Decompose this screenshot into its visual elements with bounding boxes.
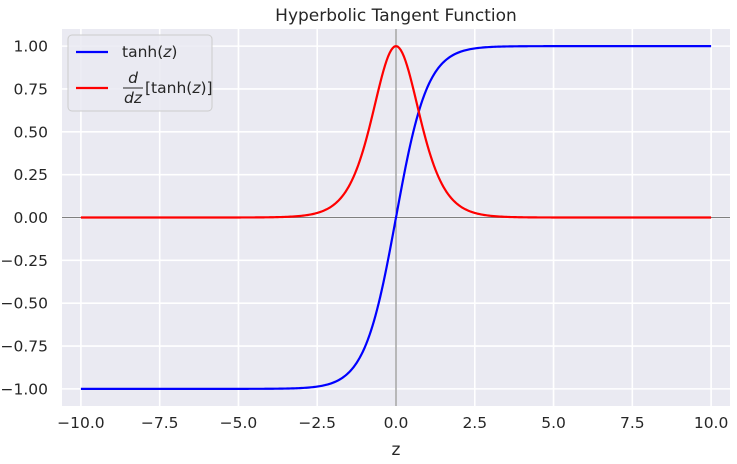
legend-frame (67, 34, 213, 112)
x-tick-label: 0.0 (384, 414, 409, 432)
x-axis-label: z (392, 440, 401, 460)
series-line-0 (80, 45, 712, 390)
x-tick-label: −7.5 (141, 414, 179, 432)
series-line-1 (80, 45, 712, 219)
y-tick-label: −1.00 (1, 380, 49, 398)
legend-label-0: tanh(z) (122, 43, 177, 61)
y-tick-label: −0.50 (1, 295, 49, 313)
legend-frac-num: d (128, 69, 138, 87)
series-lines (80, 45, 712, 390)
x-tick-label: −10.0 (57, 414, 105, 432)
legend-frac-den: dz (124, 89, 143, 107)
x-tick-label: 5.0 (541, 414, 566, 432)
x-tick-label: 7.5 (620, 414, 645, 432)
x-tick-labels: −10.0 −7.5 −5.0 −2.5 0.0 2.5 5.0 7.5 10.0 (57, 414, 728, 432)
y-tick-label: 0.75 (13, 80, 48, 98)
y-tick-label: 0.25 (13, 166, 48, 184)
legend: tanh(z) d dz[tanh(z)] (67, 34, 213, 112)
y-tick-label: −0.75 (1, 338, 49, 356)
x-tick-label: 10.0 (694, 414, 729, 432)
y-tick-label: −0.25 (1, 252, 49, 270)
y-tick-label: 0.00 (13, 209, 48, 227)
x-tick-label: −5.0 (220, 414, 258, 432)
chart-title: Hyperbolic Tangent Function (275, 6, 517, 26)
y-tick-label: 1.00 (13, 38, 48, 56)
x-tick-label: 2.5 (462, 414, 487, 432)
legend-label-1: [tanh(z)] (145, 79, 213, 97)
x-tick-label: −2.5 (298, 414, 336, 432)
y-tick-label: 0.50 (13, 123, 48, 141)
y-tick-labels: 1.00 0.75 0.50 0.25 0.00 −0.25 −0.50 −0.75 −1.00 (1, 38, 49, 399)
